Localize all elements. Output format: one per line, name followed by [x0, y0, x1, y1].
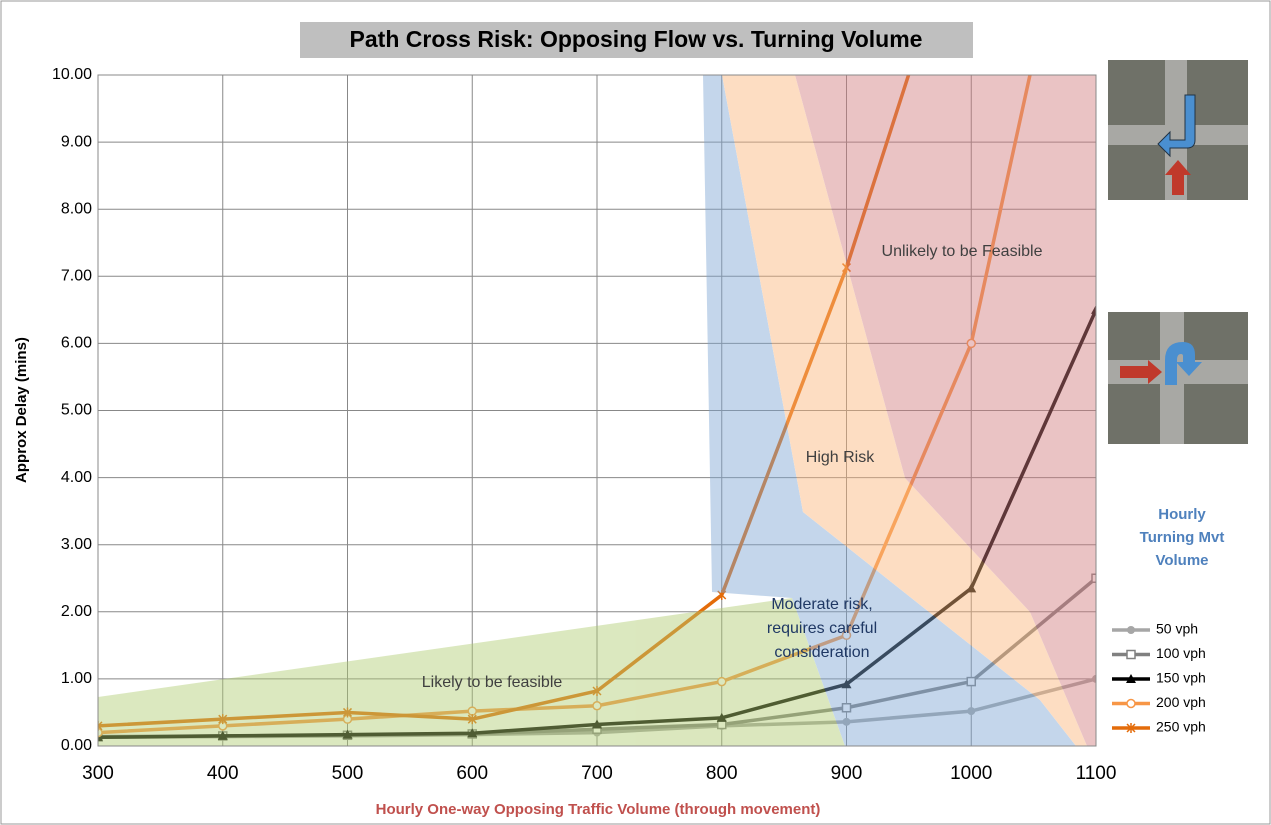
legend-title: Volume — [1155, 552, 1208, 569]
annotation: High Risk — [806, 449, 875, 466]
x-tick-label: 900 — [831, 763, 863, 784]
annotation: Moderate risk, — [771, 596, 872, 613]
x-tick-label: 300 — [82, 763, 114, 784]
y-tick-label: 0.00 — [61, 737, 92, 754]
photo-top — [1108, 60, 1248, 200]
y-tick-label: 1.00 — [61, 670, 92, 687]
x-tick-label: 400 — [207, 763, 239, 784]
chart-title: Path Cross Risk: Opposing Flow vs. Turni… — [350, 26, 923, 52]
y-tick-label: 9.00 — [61, 133, 92, 150]
x-tick-label: 800 — [706, 763, 738, 784]
y-tick-label: 3.00 — [61, 536, 92, 553]
y-tick-label: 5.00 — [61, 402, 92, 419]
annotation: Likely to be feasible — [422, 674, 563, 691]
chart: Path Cross Risk: Opposing Flow vs. Turni… — [0, 0, 1271, 825]
y-tick-label: 10.00 — [52, 66, 92, 83]
x-tick-label: 700 — [581, 763, 613, 784]
annotation: Unlikely to be Feasible — [882, 243, 1043, 260]
y-tick-label: 6.00 — [61, 335, 92, 352]
marker — [1127, 651, 1135, 659]
legend-title: Hourly — [1158, 506, 1206, 523]
marker — [1127, 626, 1135, 634]
y-tick-label: 4.00 — [61, 469, 92, 486]
marker — [1127, 700, 1135, 708]
legend-label: 250 vph — [1156, 719, 1206, 735]
legend-title: Turning Mvt — [1140, 529, 1225, 546]
photo-bottom — [1108, 312, 1248, 444]
legend-label: 100 vph — [1156, 645, 1206, 661]
annotation: consideration — [774, 644, 869, 661]
x-axis-label: Hourly One-way Opposing Traffic Volume (… — [376, 801, 821, 818]
x-tick-label: 1100 — [1076, 763, 1117, 784]
legend-label: 50 vph — [1156, 621, 1198, 637]
y-tick-label: 8.00 — [61, 200, 92, 217]
legend-label: 150 vph — [1156, 670, 1206, 686]
y-tick-label: 7.00 — [61, 268, 92, 285]
annotation: requires careful — [767, 620, 877, 637]
x-tick-label: 600 — [456, 763, 488, 784]
x-tick-label: 500 — [332, 763, 364, 784]
legend-label: 200 vph — [1156, 694, 1206, 710]
x-tick-label: 1000 — [950, 763, 992, 784]
y-axis-label: Approx Delay (mins) — [13, 337, 30, 483]
y-tick-label: 2.00 — [61, 603, 92, 620]
page: Path Cross Risk: Opposing Flow vs. Turni… — [0, 0, 1271, 825]
